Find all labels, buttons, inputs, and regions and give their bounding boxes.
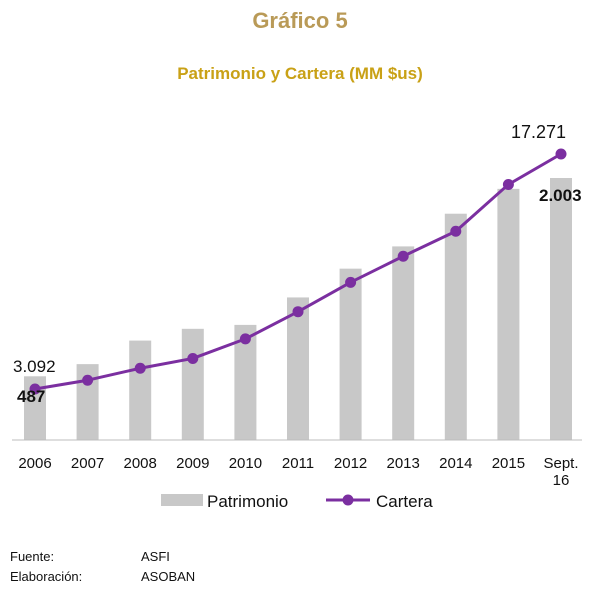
x-tick-label-10: Sept. 16 [543, 455, 578, 489]
data-label-cartera-2: 17.271 [511, 122, 566, 142]
bar-patrimonio-1 [76, 364, 99, 440]
point-cartera-0 [29, 383, 41, 395]
bar-patrimonio-4 [234, 324, 257, 440]
bar-patrimonio-10 [550, 178, 572, 440]
x-tick-label-5: 2011 [282, 455, 314, 472]
x-tick-label-8: 2014 [439, 455, 472, 472]
x-tick-label-1: 2007 [71, 455, 104, 472]
x-tick-label-3: 2009 [176, 455, 209, 472]
chart: 2006 2007 2008 2009 2010 2011 2012 2013 2014 2015… [12, 122, 582, 511]
point-cartera-6 [345, 276, 357, 288]
source-value: ASFI [141, 549, 170, 564]
data-label-cartera-0: 3.092 [13, 357, 56, 376]
graph-title: Gráfico 5 [252, 8, 348, 33]
point-cartera-2 [134, 362, 146, 374]
chart-title: Patrimonio y Cartera (MM $us) [177, 64, 423, 83]
point-cartera-9 [502, 178, 514, 190]
bar-patrimonio-9 [497, 188, 520, 440]
x-tick-label-6: 2012 [334, 455, 367, 472]
point-cartera-4 [239, 333, 251, 345]
legend-cartera-label: Cartera [376, 492, 433, 511]
bar-patrimonio-7 [392, 246, 415, 440]
bar-patrimonio-5 [287, 297, 309, 440]
point-cartera-3 [187, 352, 199, 364]
x-tick-label-9: 2015 [492, 455, 525, 472]
legend-patrimonio-label: Patrimonio [207, 492, 288, 511]
bar-patrimonio-8 [444, 213, 467, 440]
source-label: Fuente: [10, 549, 55, 564]
x-tick-label-2: 2008 [124, 455, 157, 472]
bar-patrimonio-0 [24, 376, 46, 440]
x-tick-label-0: 2006 [18, 455, 51, 472]
bar-patrimonio-6 [339, 268, 362, 440]
point-cartera-1 [82, 374, 94, 386]
legend-patrimonio-swatch [161, 494, 203, 506]
bar-patrimonio-3 [181, 328, 204, 440]
point-cartera-5 [292, 306, 304, 318]
point-cartera-7 [397, 250, 409, 262]
data-label-patrimonio-3: 2.003 [539, 186, 582, 205]
x-tick-label-4: 2010 [229, 455, 262, 472]
bar-patrimonio-2 [129, 340, 152, 440]
point-cartera-8 [450, 225, 462, 237]
elaboration-value: ASOBAN [141, 569, 196, 584]
point-cartera-10 [555, 148, 567, 160]
data-label-patrimonio-1: 487 [17, 387, 45, 406]
x-tick-label-7: 2013 [387, 455, 420, 472]
legend-cartera-marker [342, 494, 354, 506]
elaboration-label: Elaboración: [10, 569, 83, 584]
